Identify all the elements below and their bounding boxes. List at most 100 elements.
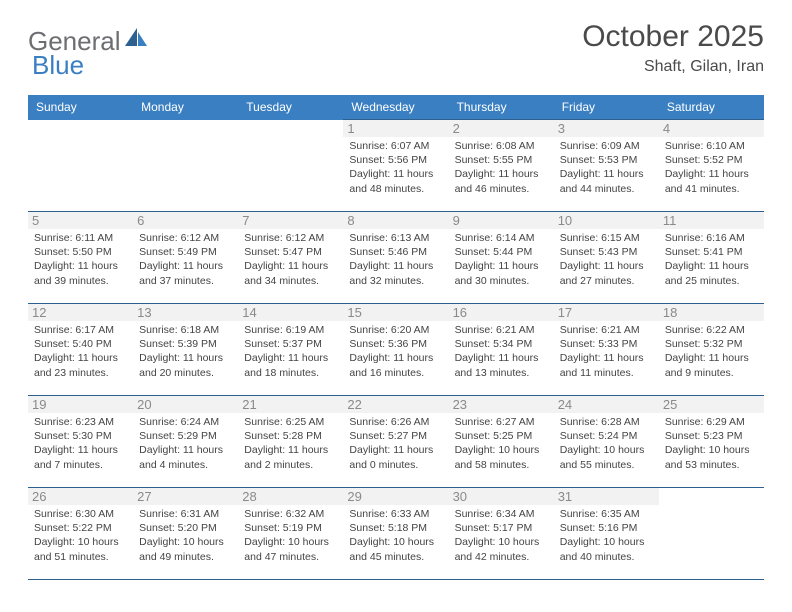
day-info: Sunrise: 6:11 AMSunset: 5:50 PMDaylight:…: [34, 231, 127, 288]
title-block: October 2025 Shaft, Gilan, Iran: [582, 20, 764, 76]
calendar-day: 11Sunrise: 6:16 AMSunset: 5:41 PMDayligh…: [659, 212, 764, 304]
day-info: Sunrise: 6:18 AMSunset: 5:39 PMDaylight:…: [139, 323, 232, 380]
day-header: Wednesday: [343, 95, 448, 120]
day-info: Sunrise: 6:17 AMSunset: 5:40 PMDaylight:…: [34, 323, 127, 380]
day-number: 3: [554, 120, 659, 137]
calendar-table: SundayMondayTuesdayWednesdayThursdayFrid…: [28, 95, 764, 580]
day-number: 31: [554, 488, 659, 505]
calendar-day: 30Sunrise: 6:34 AMSunset: 5:17 PMDayligh…: [449, 488, 554, 580]
calendar-day: 5 Sunrise: 6:11 AMSunset: 5:50 PMDaylight…: [28, 212, 133, 304]
day-number: 16: [449, 304, 554, 321]
day-number: 21: [238, 396, 343, 413]
calendar-day: 14 Sunrise: 6:19 AMSunset: 5:37 PMDayligh…: [238, 304, 343, 396]
calendar-day: 8Sunrise: 6:13 AMSunset: 5:46 PMDaylight…: [343, 212, 448, 304]
calendar-week: 26Sunrise: 6:30 AMSunset: 5:22 PMDayligh…: [28, 488, 764, 580]
day-header: Friday: [554, 95, 659, 120]
day-number: 19: [28, 396, 133, 413]
day-number: 25: [659, 396, 764, 413]
calendar-day: 4 Sunrise: 6:10 AMSunset: 5:52 PMDaylight…: [659, 120, 764, 212]
day-header: Thursday: [449, 95, 554, 120]
day-header: Monday: [133, 95, 238, 120]
calendar-day: 16Sunrise: 6:21 AMSunset: 5:34 PMDayligh…: [449, 304, 554, 396]
calendar-day: 18 Sunrise: 6:22 AMSunset: 5:32 PMDayligh…: [659, 304, 764, 396]
calendar-day: 22 Sunrise: 6:26 AMSunset: 5:27 PMDayligh…: [343, 396, 448, 488]
day-info: Sunrise: 6:25 AMSunset: 5:28 PMDaylight:…: [244, 415, 337, 472]
logo-text-2: Blue: [32, 50, 84, 80]
calendar-day: 7Sunrise: 6:12 AMSunset: 5:47 PMDaylight…: [238, 212, 343, 304]
day-header: Sunday: [28, 95, 133, 120]
calendar-day: 2 Sunrise: 6:08 AMSunset: 5:55 PMDaylight…: [449, 120, 554, 212]
day-info: Sunrise: 6:12 AMSunset: 5:49 PMDaylight:…: [139, 231, 232, 288]
day-info: Sunrise: 6:22 AMSunset: 5:32 PMDaylight:…: [665, 323, 758, 380]
day-info: Sunrise: 6:08 AMSunset: 5:55 PMDaylight:…: [455, 139, 548, 196]
day-number: 27: [133, 488, 238, 505]
calendar-empty: [659, 488, 764, 580]
day-number: 14: [238, 304, 343, 321]
day-number: 17: [554, 304, 659, 321]
calendar-day: 12 Sunrise: 6:17 AMSunset: 5:40 PMDayligh…: [28, 304, 133, 396]
calendar-day: 31 Sunrise: 6:35 AMSunset: 5:16 PMDayligh…: [554, 488, 659, 580]
day-number: 13: [133, 304, 238, 321]
day-number: 5: [28, 212, 133, 229]
day-info: Sunrise: 6:29 AMSunset: 5:23 PMDaylight:…: [665, 415, 758, 472]
calendar-empty: [28, 120, 133, 212]
calendar-day: 6 Sunrise: 6:12 AMSunset: 5:49 PMDaylight…: [133, 212, 238, 304]
calendar-day: 24 Sunrise: 6:28 AMSunset: 5:24 PMDayligh…: [554, 396, 659, 488]
calendar-day: 13 Sunrise: 6:18 AMSunset: 5:39 PMDayligh…: [133, 304, 238, 396]
day-number: 4: [659, 120, 764, 137]
day-info: Sunrise: 6:09 AMSunset: 5:53 PMDaylight:…: [560, 139, 653, 196]
day-info: Sunrise: 6:20 AMSunset: 5:36 PMDaylight:…: [349, 323, 442, 380]
day-info: Sunrise: 6:13 AMSunset: 5:46 PMDaylight:…: [349, 231, 442, 288]
logo-sail-icon: [123, 26, 149, 48]
calendar-day: 3 Sunrise: 6:09 AMSunset: 5:53 PMDaylight…: [554, 120, 659, 212]
day-info: Sunrise: 6:23 AMSunset: 5:30 PMDaylight:…: [34, 415, 127, 472]
calendar-day: 26Sunrise: 6:30 AMSunset: 5:22 PMDayligh…: [28, 488, 133, 580]
day-header: Tuesday: [238, 95, 343, 120]
day-number: 7: [238, 212, 343, 229]
calendar-day: 17 Sunrise: 6:21 AMSunset: 5:33 PMDayligh…: [554, 304, 659, 396]
calendar-day: 1 Sunrise: 6:07 AMSunset: 5:56 PMDaylight…: [343, 120, 448, 212]
day-number: 22: [343, 396, 448, 413]
day-number: 28: [238, 488, 343, 505]
day-number: 12: [28, 304, 133, 321]
calendar-day: 21 Sunrise: 6:25 AMSunset: 5:28 PMDayligh…: [238, 396, 343, 488]
month-title: October 2025: [582, 20, 764, 54]
calendar-day: 25 Sunrise: 6:29 AMSunset: 5:23 PMDayligh…: [659, 396, 764, 488]
day-info: Sunrise: 6:21 AMSunset: 5:33 PMDaylight:…: [560, 323, 653, 380]
calendar-day: 15 Sunrise: 6:20 AMSunset: 5:36 PMDayligh…: [343, 304, 448, 396]
calendar-day: 9 Sunrise: 6:14 AMSunset: 5:44 PMDaylight…: [449, 212, 554, 304]
day-number: 18: [659, 304, 764, 321]
day-number: 2: [449, 120, 554, 137]
calendar-day: 29Sunrise: 6:33 AMSunset: 5:18 PMDayligh…: [343, 488, 448, 580]
day-number: 23: [449, 396, 554, 413]
day-number: 11: [659, 212, 764, 229]
day-info: Sunrise: 6:35 AMSunset: 5:16 PMDaylight:…: [560, 507, 653, 564]
day-number: 10: [554, 212, 659, 229]
day-number: 9: [449, 212, 554, 229]
day-info: Sunrise: 6:15 AMSunset: 5:43 PMDaylight:…: [560, 231, 653, 288]
day-info: Sunrise: 6:24 AMSunset: 5:29 PMDaylight:…: [139, 415, 232, 472]
day-header-row: SundayMondayTuesdayWednesdayThursdayFrid…: [28, 95, 764, 120]
day-number: 15: [343, 304, 448, 321]
day-header: Saturday: [659, 95, 764, 120]
day-info: Sunrise: 6:28 AMSunset: 5:24 PMDaylight:…: [560, 415, 653, 472]
calendar-day: 23 Sunrise: 6:27 AMSunset: 5:25 PMDayligh…: [449, 396, 554, 488]
calendar-day: 20Sunrise: 6:24 AMSunset: 5:29 PMDayligh…: [133, 396, 238, 488]
day-info: Sunrise: 6:32 AMSunset: 5:19 PMDaylight:…: [244, 507, 337, 564]
day-info: Sunrise: 6:14 AMSunset: 5:44 PMDaylight:…: [455, 231, 548, 288]
day-number: 6: [133, 212, 238, 229]
day-info: Sunrise: 6:26 AMSunset: 5:27 PMDaylight:…: [349, 415, 442, 472]
day-info: Sunrise: 6:33 AMSunset: 5:18 PMDaylight:…: [349, 507, 442, 564]
day-info: Sunrise: 6:27 AMSunset: 5:25 PMDaylight:…: [455, 415, 548, 472]
day-info: Sunrise: 6:30 AMSunset: 5:22 PMDaylight:…: [34, 507, 127, 564]
location: Shaft, Gilan, Iran: [582, 58, 764, 76]
day-info: Sunrise: 6:19 AMSunset: 5:37 PMDaylight:…: [244, 323, 337, 380]
calendar-empty: [133, 120, 238, 212]
day-info: Sunrise: 6:10 AMSunset: 5:52 PMDaylight:…: [665, 139, 758, 196]
calendar-day: 27Sunrise: 6:31 AMSunset: 5:20 PMDayligh…: [133, 488, 238, 580]
day-number: 30: [449, 488, 554, 505]
day-info: Sunrise: 6:07 AMSunset: 5:56 PMDaylight:…: [349, 139, 442, 196]
day-number: 1: [343, 120, 448, 137]
day-number: 24: [554, 396, 659, 413]
calendar-week: 5 Sunrise: 6:11 AMSunset: 5:50 PMDaylight…: [28, 212, 764, 304]
